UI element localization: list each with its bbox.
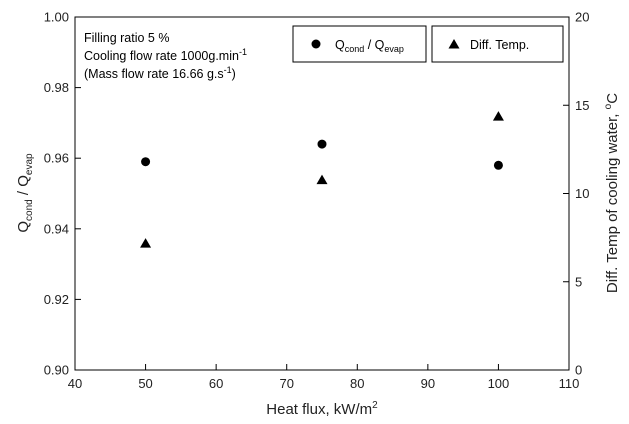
left-tick-label: 0.90 — [44, 363, 69, 378]
x-tick-label: 60 — [209, 376, 223, 391]
left-tick-label: 0.94 — [44, 221, 69, 236]
x-tick-label: 70 — [279, 376, 293, 391]
point-qratio — [493, 160, 503, 170]
x-tick-label: 80 — [350, 376, 364, 391]
right-tick-label: 5 — [575, 274, 582, 289]
x-axis-title: Heat flux, kW/m2 — [266, 400, 378, 418]
left-tick-label: 0.98 — [44, 80, 69, 95]
legend-marker-triangle — [448, 39, 460, 49]
left-tick-label: 0.92 — [44, 292, 69, 307]
left-axis-title: Qcond / Qevap — [15, 153, 35, 233]
left-tick-label: 0.96 — [44, 151, 69, 166]
annotation: Filling ratio 5 % Cooling flow rate 1000… — [84, 31, 247, 81]
point-difftemp — [492, 111, 504, 121]
right-tick-label: 10 — [575, 186, 589, 201]
annotation-line-3: (Mass flow rate 16.66 g.s-1) — [84, 65, 236, 81]
legend-label-difftemp: Diff. Temp. — [470, 38, 529, 52]
legend: Qcond / Qevap Diff. Temp. — [292, 25, 564, 63]
x-tick-label: 40 — [68, 376, 82, 391]
right-axis-ticks: 0 5 10 15 20 — [563, 10, 589, 378]
right-tick-label: 20 — [575, 10, 589, 25]
point-qratio — [317, 139, 327, 149]
left-tick-label: 1.00 — [44, 10, 69, 25]
x-tick-label: 50 — [138, 376, 152, 391]
point-qratio — [141, 157, 151, 167]
legend-label-qratio: Qcond / Qevap — [335, 38, 404, 54]
point-difftemp — [140, 238, 152, 248]
x-tick-label: 90 — [421, 376, 435, 391]
right-tick-label: 15 — [575, 98, 589, 113]
annotation-line-1: Filling ratio 5 % — [84, 31, 169, 45]
left-axis-ticks: 0.90 0.92 0.94 0.96 0.98 1.00 — [44, 10, 81, 378]
x-tick-label: 100 — [488, 376, 510, 391]
data-markers — [140, 111, 504, 248]
point-difftemp — [316, 174, 328, 185]
right-tick-label: 0 — [575, 363, 582, 378]
x-axis-ticks: 40 50 60 70 80 90 100 110 — [68, 364, 580, 391]
annotation-line-2: Cooling flow rate 1000g.min-1 — [84, 47, 247, 63]
legend-marker-circle — [311, 39, 321, 49]
right-axis-title: Diff. Temp of cooling water, oC — [603, 93, 621, 293]
x-tick-label: 110 — [559, 376, 580, 391]
